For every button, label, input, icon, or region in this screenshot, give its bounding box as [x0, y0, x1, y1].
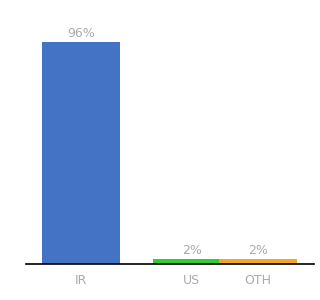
Text: 2%: 2% — [182, 244, 202, 257]
Bar — [153, 260, 230, 264]
Bar — [42, 42, 120, 264]
Bar — [220, 260, 297, 264]
Text: 2%: 2% — [248, 244, 268, 257]
Text: 96%: 96% — [67, 26, 95, 40]
